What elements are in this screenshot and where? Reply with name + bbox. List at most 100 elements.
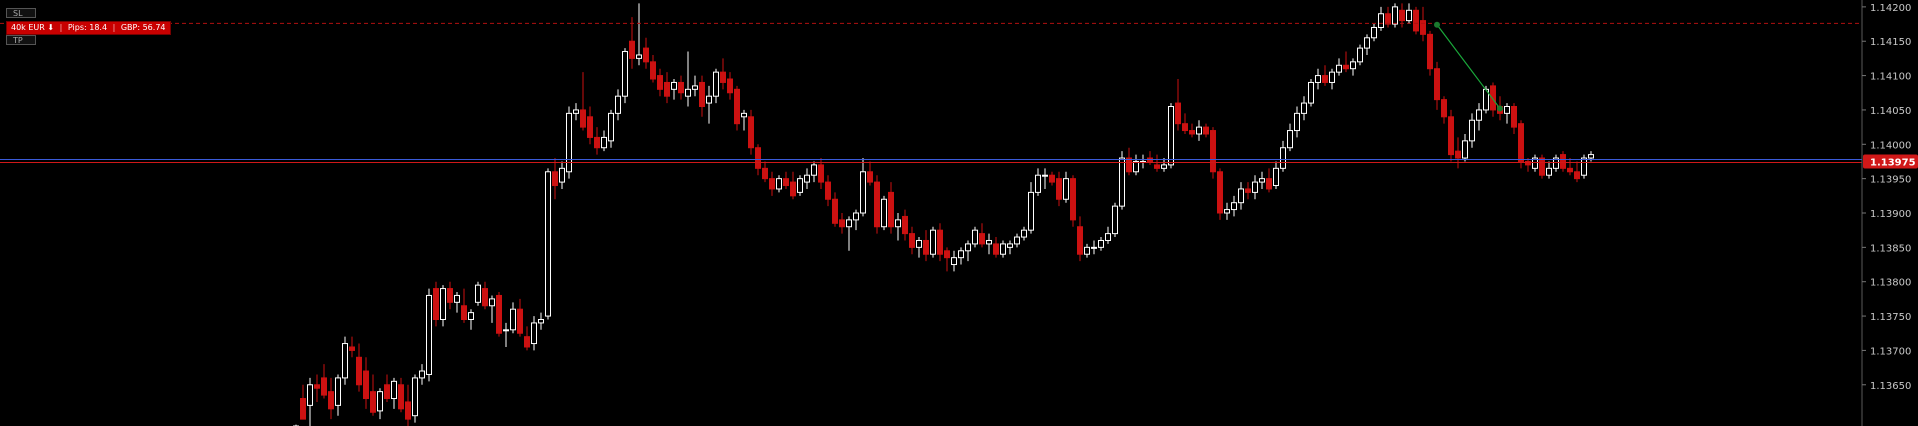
candle-bull (1098, 239, 1104, 248)
candle-bear (552, 171, 558, 187)
candle-bull (1000, 243, 1006, 255)
candle-bull (881, 198, 887, 228)
candle-bull (1280, 147, 1286, 169)
candle-bull (811, 164, 817, 176)
candle-bull (1308, 81, 1314, 104)
candle-bull (1252, 181, 1258, 193)
tp-button[interactable]: TP (6, 35, 36, 45)
candle-bear (405, 401, 411, 420)
candle-bull (1504, 106, 1510, 114)
candle-bear (993, 243, 999, 255)
candle-bull (1392, 6, 1398, 25)
candle-bull (860, 171, 866, 214)
candle-bull (1553, 157, 1559, 169)
candle-bull (972, 229, 978, 245)
candle-bull (930, 229, 936, 255)
candle-bull (1035, 174, 1041, 193)
candle-bull (1357, 47, 1363, 63)
candle-bull (1294, 112, 1300, 132)
order-volume: 40k EUR (11, 23, 45, 32)
candle-bear (902, 215, 908, 235)
candle-bull (951, 257, 957, 266)
candle-bear (482, 288, 488, 307)
candle-bear (1518, 123, 1524, 162)
candle-bear (755, 147, 761, 169)
candle-bear (1182, 123, 1188, 132)
candle-bear (643, 47, 649, 63)
candle-bear (1448, 116, 1454, 156)
axis-tick-label: 1.13900 (1870, 209, 1911, 220)
price-axis: 1.14200 1.14150 1.14100 1.14050 1.14000 1.139… (1861, 0, 1918, 426)
candle-bull (1469, 119, 1475, 142)
candle-bear (720, 71, 726, 83)
candle-bull (1462, 140, 1468, 159)
candle-bear (1434, 68, 1440, 101)
candle-bull (391, 380, 397, 400)
candle-bear (1070, 178, 1076, 221)
current-price-badge (1863, 154, 1918, 169)
candle-bull (916, 239, 922, 248)
candle-bear (650, 61, 656, 80)
candle-bull (1476, 109, 1482, 121)
tp-label: TP (13, 36, 23, 45)
candle-bull (853, 212, 859, 221)
candle-bear (1203, 126, 1209, 135)
candle-bull (1084, 246, 1090, 255)
separator: | (112, 23, 116, 32)
current-price-label: 1.13975 (1870, 157, 1916, 168)
candle-bull (531, 322, 537, 345)
candle-bull (958, 250, 964, 259)
candle-bear (328, 391, 334, 410)
candle-bear (370, 391, 376, 413)
candle-bear (1490, 85, 1496, 111)
candle-bull (1042, 174, 1048, 177)
order-bar[interactable]: 40k EUR ⬇ | Pips: 18.4 | GBP: 56.74 (6, 21, 171, 35)
candle-bull (1546, 167, 1552, 176)
candle-bear (496, 294, 502, 334)
axis-tick-label: 1.13700 (1870, 346, 1911, 357)
candle-bear (1245, 188, 1251, 193)
candle-bear (1539, 157, 1545, 176)
candle-bull (538, 319, 544, 324)
candle-bear (1077, 226, 1083, 255)
candle-bull (636, 54, 642, 59)
candle-bear (699, 81, 705, 108)
candle-bear (839, 219, 845, 228)
candle-bull (1287, 130, 1293, 149)
candle-bear (727, 78, 733, 94)
candle-bull (1091, 246, 1097, 249)
candle-bear (363, 370, 369, 400)
candle-bear (937, 229, 943, 255)
pips-value: Pips: 18.4 (67, 23, 108, 32)
candle-bear (657, 75, 663, 90)
candle-bull (1378, 13, 1384, 28)
candle-bear (580, 109, 586, 128)
candle-bear (349, 346, 355, 351)
axis-tick-label: 1.14100 (1870, 72, 1911, 83)
candle-bear (447, 288, 453, 303)
candle-bull (510, 308, 516, 331)
candle-bear (818, 164, 824, 183)
sl-button[interactable]: SL (6, 8, 36, 18)
candle-bear (1175, 102, 1181, 125)
candle-bull (615, 95, 621, 114)
candle-bull (566, 112, 572, 173)
candle-bear (867, 171, 873, 183)
candle-bull (713, 71, 719, 97)
candle-bull (377, 391, 383, 412)
candle-bull (1007, 243, 1013, 248)
candle-bull (412, 377, 418, 417)
candle-bull (573, 109, 579, 114)
separator: | (59, 23, 63, 32)
candles-layer (293, 3, 1594, 426)
candle-bear (594, 136, 600, 149)
trend-line (1436, 24, 1501, 109)
candle-bear (790, 181, 796, 197)
candle-bull (545, 171, 551, 317)
candle-bear (629, 40, 635, 59)
candle-bull (692, 85, 698, 90)
candle-bull (1273, 167, 1279, 187)
candle-bull (622, 51, 628, 97)
candle-bull (1231, 202, 1237, 211)
